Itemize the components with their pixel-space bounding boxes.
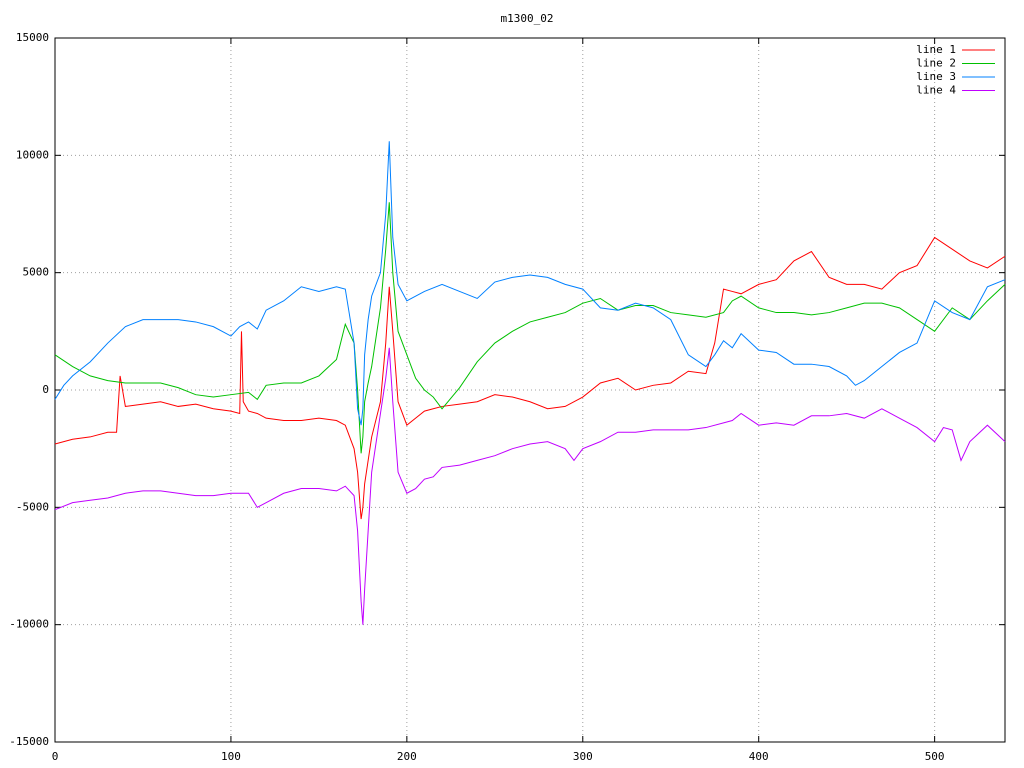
legend-label: line 4 bbox=[916, 84, 956, 97]
legend-label: line 3 bbox=[916, 70, 956, 83]
y-tick-label: 10000 bbox=[16, 148, 49, 161]
x-tick-label: 500 bbox=[925, 750, 945, 763]
x-tick-label: 0 bbox=[52, 750, 59, 763]
data-line bbox=[54, 236, 1006, 520]
chart-title: m1300_02 bbox=[501, 12, 554, 25]
y-tick-label: 15000 bbox=[16, 31, 49, 44]
y-tick-label: -15000 bbox=[9, 735, 49, 748]
y-tick-label: -5000 bbox=[16, 500, 49, 513]
y-tick-label: 0 bbox=[42, 383, 49, 396]
data-line bbox=[54, 202, 1006, 454]
data-line bbox=[54, 347, 1006, 625]
x-tick-label: 300 bbox=[573, 750, 593, 763]
plot-border bbox=[54, 37, 1006, 743]
y-tick-label: 5000 bbox=[23, 266, 50, 279]
x-tick-label: 400 bbox=[749, 750, 769, 763]
legend-label: line 2 bbox=[916, 57, 956, 70]
data-line bbox=[54, 141, 1006, 426]
y-tick-label: -10000 bbox=[9, 618, 49, 631]
x-tick-label: 100 bbox=[221, 750, 241, 763]
legend-label: line 1 bbox=[916, 43, 956, 56]
x-tick-label: 200 bbox=[397, 750, 417, 763]
